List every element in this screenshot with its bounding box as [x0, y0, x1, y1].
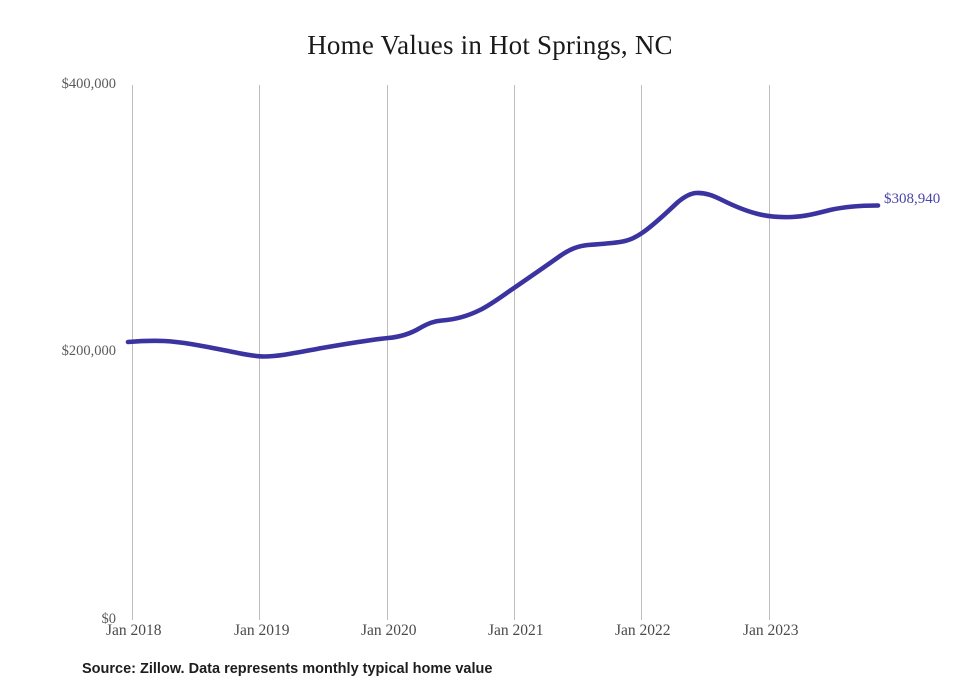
y-axis-tick-200000: $200,000 [61, 343, 116, 359]
series-line-typical-home-value [125, 190, 881, 359]
chart-title: Home Values in Hot Springs, NC [307, 30, 673, 60]
x-axis-tick-jan-2020: Jan 2020 [361, 622, 417, 639]
x-axis-tick-jan-2019: Jan 2019 [234, 622, 290, 639]
y-axis-tick-0: $0 [101, 611, 117, 627]
x-axis-tick-jan-2022: Jan 2022 [615, 622, 671, 639]
gridlines-vertical [132, 85, 770, 620]
x-axis-tick-jan-2023: Jan 2023 [743, 622, 799, 639]
end-value-annotation: $308,940 [884, 191, 941, 207]
source-note: Source: Zillow. Data represents monthly … [82, 661, 493, 677]
x-axis-tick-jan-2018: Jan 2018 [106, 622, 162, 639]
x-axis-tick-jan-2021: Jan 2021 [488, 622, 544, 639]
y-axis-tick-400000: $400,000 [61, 76, 116, 92]
